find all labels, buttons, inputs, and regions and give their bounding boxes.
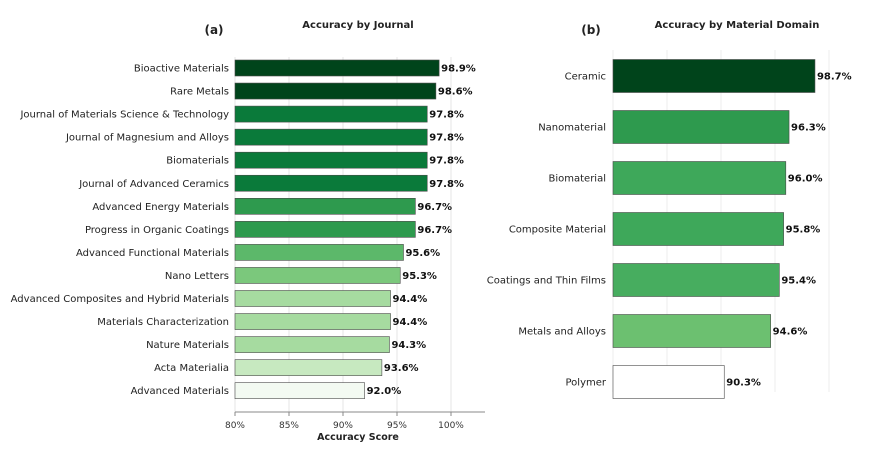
- panel-b-category-label: Biomaterial: [549, 174, 607, 185]
- panel-a-category-label: Biomaterials: [166, 156, 229, 167]
- panel-b-bars: Ceramic 98.7% Nanomaterial 96.3% Biomaterial…: [487, 59, 852, 399]
- panel-a-bar: [234, 105, 428, 123]
- panel-b-bar: [612, 161, 787, 195]
- panel-a-bar: [234, 198, 416, 215]
- panel-b-title: Accuracy by Material Domain: [655, 20, 820, 31]
- panel-a-category-label: Journal of Magnesium and Alloys: [65, 133, 229, 144]
- panel-a-value-label: 96.7%: [417, 202, 452, 213]
- panel-a-bar: [234, 128, 428, 146]
- panel-a-bars: Bioactive Materials 98.9% Rare Metals 98.6%…: [11, 59, 476, 400]
- panel-b-value-label: 96.0%: [788, 174, 823, 185]
- panel-a-bar: [234, 151, 428, 169]
- panel-a-tag: (a): [204, 23, 223, 37]
- panel-b-tag: (b): [581, 23, 601, 37]
- panel-a-value-label: 97.8%: [429, 133, 464, 144]
- panel-a-category-label: Acta Materialia: [154, 363, 229, 374]
- panel-b-category-label: Coatings and Thin Films: [487, 276, 606, 287]
- panel-a: (a) Accuracy by Journal Bioactive Materi…: [11, 20, 485, 443]
- panel-a-tick-label: 85%: [279, 421, 299, 431]
- panel-a-category-label: Journal of Advanced Ceramics: [78, 179, 229, 190]
- panel-b-bar: [612, 59, 816, 93]
- panel-a-tick-label: 90%: [333, 421, 353, 431]
- panel-a-bar: [234, 267, 401, 284]
- panel-a-tick-label: 80%: [225, 421, 245, 431]
- panel-a-x-axis-label: Accuracy Score: [317, 432, 399, 443]
- panel-a-bar: [234, 221, 416, 238]
- panel-a-category-label: Advanced Materials: [131, 386, 229, 397]
- panel-a-bar: [234, 244, 404, 261]
- panel-a-value-label: 94.3%: [391, 340, 426, 351]
- panel-b-value-label: 95.8%: [786, 225, 821, 236]
- panel-a-value-label: 97.8%: [429, 156, 464, 167]
- panel-a-bar: [234, 359, 383, 376]
- panel-b-bar: [612, 212, 784, 246]
- panel-b-value-label: 94.6%: [773, 327, 808, 338]
- panel-a-category-label: Nature Materials: [146, 340, 229, 351]
- panel-b-value-label: 95.4%: [781, 276, 816, 287]
- panel-a-category-label: Nano Letters: [165, 271, 229, 282]
- panel-a-value-label: 98.9%: [441, 64, 476, 75]
- panel-b-category-label: Composite Material: [509, 225, 606, 236]
- panel-a-category-label: Advanced Energy Materials: [92, 202, 229, 213]
- panel-a-category-label: Journal of Materials Science & Technolog…: [19, 110, 229, 121]
- panel-a-value-label: 96.7%: [417, 225, 452, 236]
- panel-b-bar: [612, 365, 725, 399]
- panel-a-bar: [234, 82, 437, 100]
- panel-b-bar: [612, 314, 771, 348]
- panel-a-bar: [234, 59, 440, 77]
- panel-a-category-label: Materials Characterization: [97, 317, 229, 328]
- panel-a-bar: [234, 290, 391, 307]
- panel-a-bar: [234, 313, 391, 330]
- panel-a-value-label: 97.8%: [429, 179, 464, 190]
- panel-a-category-label: Bioactive Materials: [134, 64, 229, 75]
- panel-b-category-label: Nanomaterial: [538, 123, 606, 134]
- panel-b-category-label: Ceramic: [565, 72, 606, 83]
- panel-a-bar: [234, 382, 365, 400]
- panel-a-value-label: 97.8%: [429, 110, 464, 121]
- panel-b-bar: [612, 110, 790, 144]
- panel-a-value-label: 98.6%: [438, 87, 473, 98]
- panel-b-category-label: Polymer: [566, 378, 607, 389]
- panel-a-value-label: 95.3%: [402, 271, 437, 282]
- panel-b-category-label: Metals and Alloys: [518, 327, 606, 338]
- panel-a-x-ticks: 80% 85% 90% 95% 100%: [225, 412, 464, 431]
- panel-a-tick-label: 100%: [438, 421, 464, 431]
- panel-b-value-label: 96.3%: [791, 123, 826, 134]
- panel-b-bar: [612, 263, 780, 297]
- panel-b: (b) Accuracy by Material Domain Ceramic 9…: [487, 20, 852, 399]
- panel-a-bar: [234, 336, 390, 353]
- panel-a-category-label: Progress in Organic Coatings: [85, 225, 229, 236]
- panel-a-title: Accuracy by Journal: [302, 20, 413, 31]
- panel-a-tick-label: 95%: [387, 421, 407, 431]
- panel-a-value-label: 95.6%: [405, 248, 440, 259]
- panel-a-value-label: 94.4%: [393, 317, 428, 328]
- panel-b-value-label: 90.3%: [726, 378, 761, 389]
- panel-b-value-label: 98.7%: [817, 72, 852, 83]
- panel-a-value-label: 93.6%: [384, 363, 419, 374]
- panel-a-value-label: 92.0%: [367, 386, 402, 397]
- panel-a-category-label: Advanced Functional Materials: [76, 248, 229, 259]
- panel-a-category-label: Rare Metals: [170, 87, 229, 98]
- panel-a-value-label: 94.4%: [393, 294, 428, 305]
- panel-a-bar: [234, 174, 428, 192]
- panel-a-category-label: Advanced Composites and Hybrid Materials: [11, 294, 229, 305]
